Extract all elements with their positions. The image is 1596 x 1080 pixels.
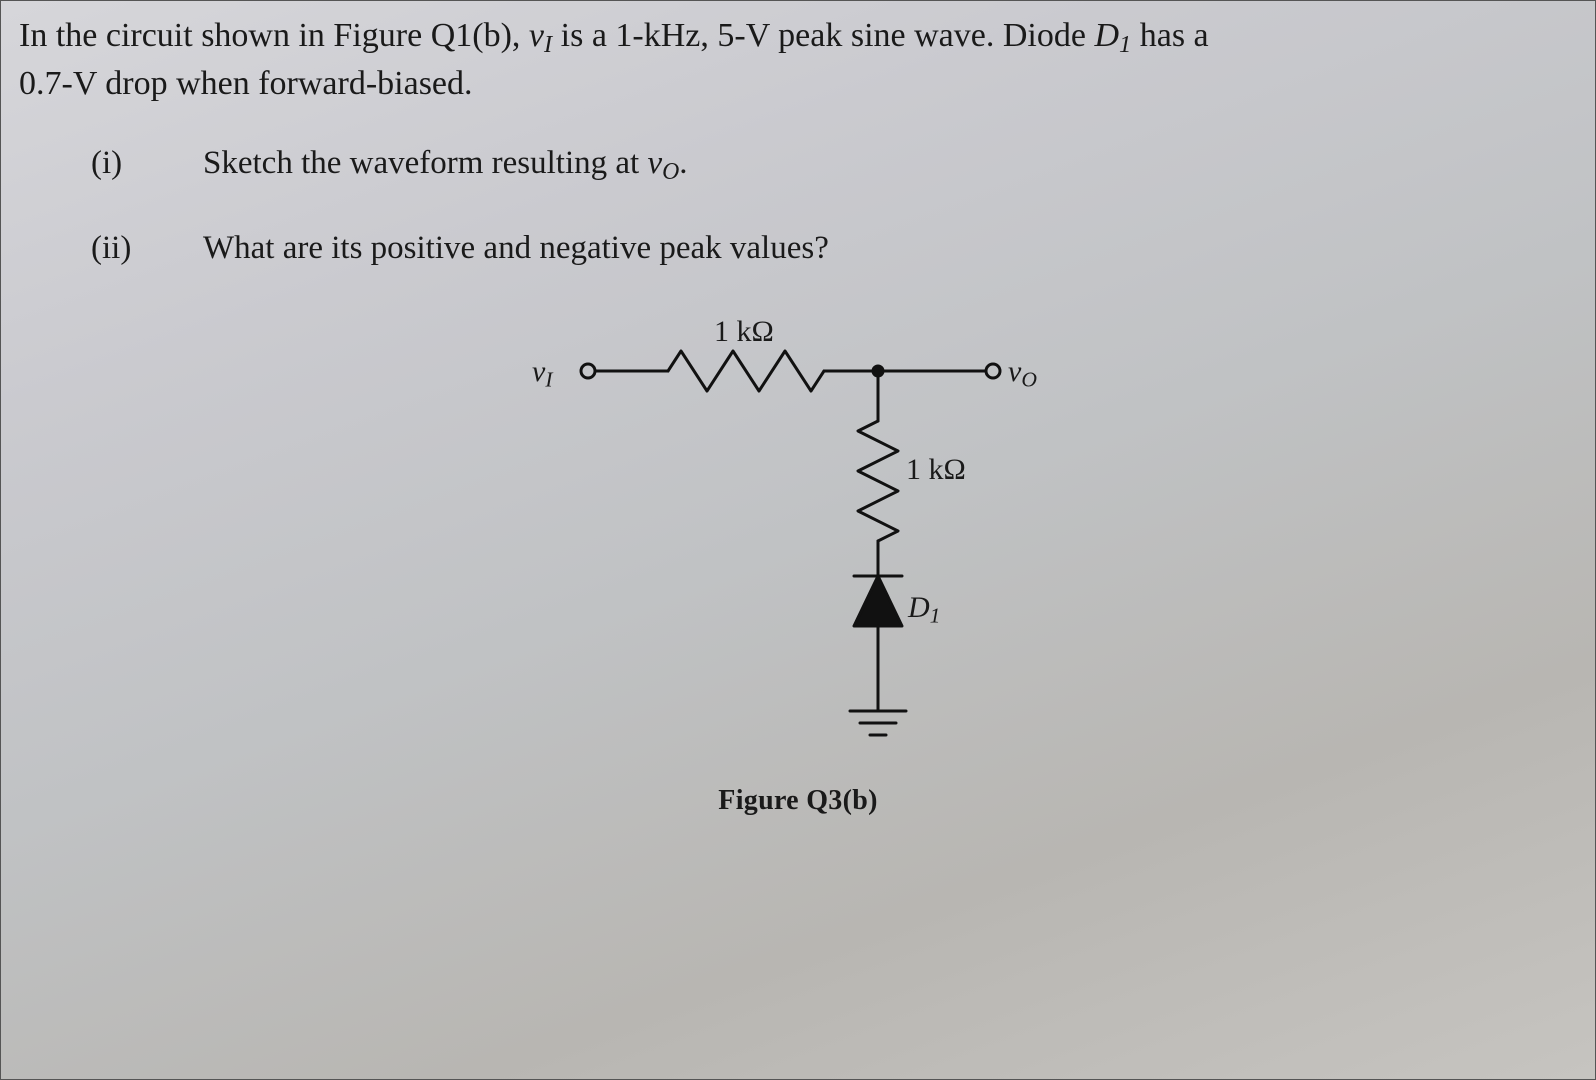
diode-label: D1 bbox=[908, 591, 940, 628]
vo-symbol: v bbox=[647, 145, 662, 181]
part-i-text-post: . bbox=[679, 145, 687, 181]
figure-caption: Figure Q3(b) bbox=[478, 785, 1118, 817]
vo-terminal-sym: v bbox=[1008, 355, 1021, 388]
diode-label-sub: 1 bbox=[930, 603, 941, 627]
circuit-figure: 1 kΩ vI vO 1 kΩ D1 bbox=[478, 311, 1118, 831]
part-i-text-pre: Sketch the waveform resulting at bbox=[203, 145, 647, 181]
question-list: (i) Sketch the waveform resulting at vO.… bbox=[91, 145, 1577, 267]
d1-symbol: D bbox=[1094, 17, 1119, 54]
problem-line2: 0.7-V drop when forward-biased. bbox=[19, 65, 473, 102]
problem-statement: In the circuit shown in Figure Q1(b), vI… bbox=[19, 13, 1577, 107]
part-ii: (ii) What are its positive and negative … bbox=[91, 230, 1577, 267]
part-ii-text: What are its positive and negative peak … bbox=[203, 230, 829, 267]
problem-line1-mid: is a 1-kHz, 5-V peak sine wave. Diode bbox=[552, 17, 1094, 54]
vo-subscript: O bbox=[662, 159, 679, 185]
vi-subscript: I bbox=[544, 31, 552, 58]
vo-terminal-label: vO bbox=[1008, 355, 1037, 392]
problem-line1-pre: In the circuit shown in Figure Q1(b), bbox=[19, 17, 529, 54]
d1-subscript: 1 bbox=[1119, 31, 1131, 58]
diode-label-sym: D bbox=[908, 591, 930, 624]
r-shunt-label: 1 kΩ bbox=[906, 453, 966, 487]
vi-terminal-label: vI bbox=[532, 355, 553, 392]
vo-terminal-sub: O bbox=[1021, 367, 1037, 391]
problem-line1-post: has a bbox=[1131, 17, 1208, 54]
vi-terminal-sub: I bbox=[545, 367, 552, 391]
part-i-text: Sketch the waveform resulting at vO. bbox=[203, 145, 688, 186]
vi-symbol: v bbox=[529, 17, 544, 54]
r-series-label: 1 kΩ bbox=[714, 315, 774, 349]
part-ii-label: (ii) bbox=[91, 230, 155, 267]
part-i-label: (i) bbox=[91, 145, 155, 182]
part-i: (i) Sketch the waveform resulting at vO. bbox=[91, 145, 1577, 186]
vi-terminal-sym: v bbox=[532, 355, 545, 388]
